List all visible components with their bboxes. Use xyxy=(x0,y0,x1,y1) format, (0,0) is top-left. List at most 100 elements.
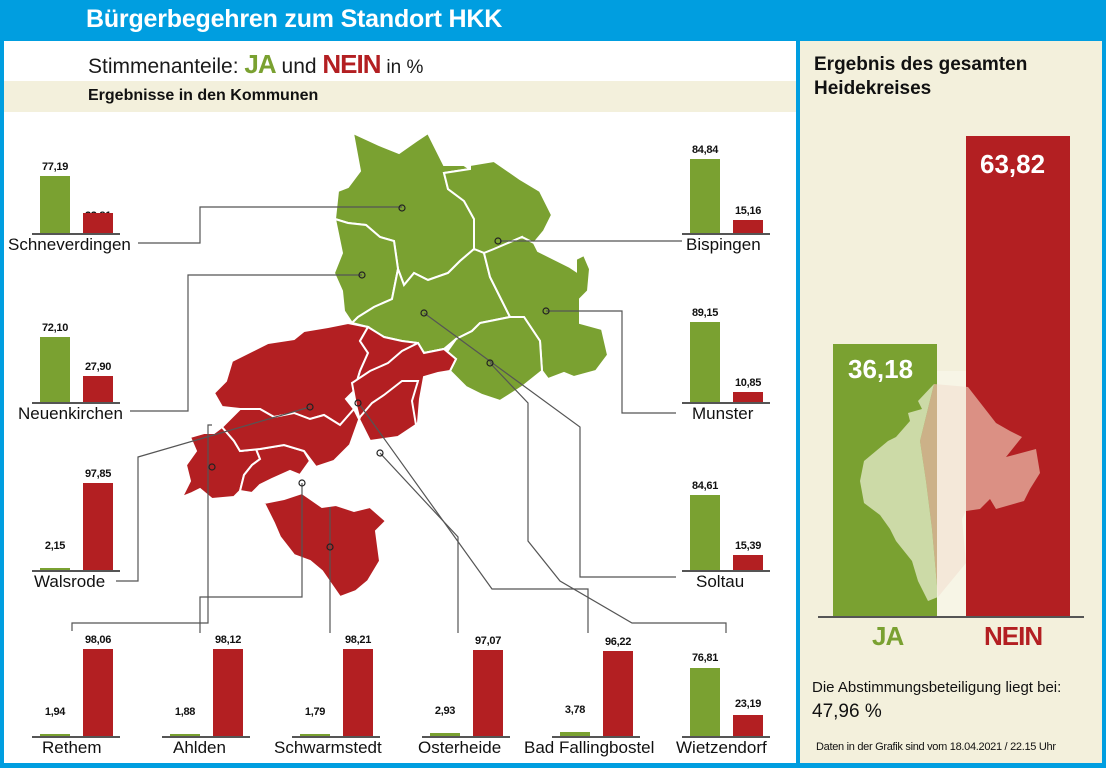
ja-bar xyxy=(690,495,720,570)
data-timestamp: Daten in der Grafik sind vom 18.04.2021 … xyxy=(816,741,1056,753)
subtitle-und: und xyxy=(281,55,317,78)
ja-bar xyxy=(300,734,330,736)
section-band: Ergebnisse in den Kommunen xyxy=(4,81,796,112)
ja-value: 72,10 xyxy=(41,322,69,334)
silhouette-ja-part xyxy=(860,384,938,601)
total-nein-label: NEIN xyxy=(984,621,1043,651)
town-label-wietzendorf: Wietzendorf xyxy=(676,738,767,757)
nein-value: 15,39 xyxy=(734,540,762,552)
leader-bad-fallingbostel xyxy=(359,404,589,633)
nein-value: 23,19 xyxy=(734,698,762,710)
ja-value: 89,15 xyxy=(691,307,719,319)
ja-value: 77,19 xyxy=(41,161,69,173)
baseline xyxy=(32,402,120,404)
town-label-neuenkirchen: Neuenkirchen xyxy=(18,404,123,423)
subtitle-prefix: Stimmenanteile: xyxy=(88,55,239,78)
town-chart-bad-fallingbostel: 3,78 96,22 xyxy=(550,616,680,738)
town-chart-ahlden: 1,88 98,12 xyxy=(160,616,290,738)
nein-bar xyxy=(733,220,763,233)
ja-value: 84,84 xyxy=(691,144,719,156)
ja-value: 84,61 xyxy=(691,480,719,492)
town-chart-osterheide: 2,93 97,07 xyxy=(420,616,550,738)
town-chart-munster: 89,15 10,85 xyxy=(680,282,810,404)
leader-osterheide xyxy=(379,452,459,633)
total-ja-label: JA xyxy=(872,621,904,651)
ja-value: 76,81 xyxy=(691,652,719,664)
ja-bar xyxy=(690,159,720,233)
municipalities-panel: Stimmenanteile: JA und NEIN in % Ergebni… xyxy=(4,41,796,763)
town-label-bad-fallingbostel: Bad Fallingbostel xyxy=(524,738,655,757)
nein-bar xyxy=(733,392,763,402)
nein-value: 15,16 xyxy=(734,205,762,217)
nein-value: 98,21 xyxy=(344,634,372,646)
leader-rethem xyxy=(71,424,212,631)
nein-value: 96,22 xyxy=(604,636,632,648)
total-nein-value: 63,82 xyxy=(980,149,1046,179)
baseline xyxy=(552,736,640,738)
total-title: Ergebnis des gesamten Heidekreises xyxy=(814,54,1028,99)
baseline xyxy=(292,736,380,738)
total-result-panel: Ergebnis des gesamten Heidekreises 36,18… xyxy=(800,41,1102,763)
ja-bar xyxy=(40,734,70,736)
nein-bar xyxy=(733,555,763,570)
ja-value: 2,93 xyxy=(434,705,456,717)
page-title: Bürgerbegehren zum Standort HKK xyxy=(86,5,503,33)
nein-value: 27,90 xyxy=(84,361,112,373)
leader-walsrode xyxy=(116,406,311,582)
nein-bar xyxy=(343,649,373,736)
ja-bar xyxy=(40,337,70,402)
map-schwarmstedt xyxy=(262,491,388,599)
town-label-ahlden: Ahlden xyxy=(173,738,226,757)
baseline xyxy=(32,233,120,235)
nein-bar xyxy=(83,376,113,402)
nein-value: 10,85 xyxy=(734,377,762,389)
leader-munster xyxy=(546,310,676,414)
leader-soltau xyxy=(423,312,676,578)
nein-bar xyxy=(83,213,113,233)
turnout-label: Die Abstimmungsbeteiligung liegt bei: xyxy=(812,679,1062,696)
town-chart-neuenkirchen: 72,10 27,90 xyxy=(30,282,160,404)
heidekreis-map xyxy=(71,131,727,633)
ja-bar xyxy=(560,732,590,736)
town-label-munster: Munster xyxy=(692,404,754,423)
ja-bar xyxy=(430,733,460,736)
leader-dots xyxy=(208,204,550,551)
leader-neuenkirchen xyxy=(130,274,362,412)
nein-value: 97,07 xyxy=(474,635,502,647)
nein-value: 98,12 xyxy=(214,634,242,646)
ja-bar xyxy=(690,668,720,736)
ja-bar xyxy=(40,568,70,570)
ja-bar xyxy=(170,734,200,736)
legend-nein: NEIN xyxy=(322,49,381,79)
turnout-value: 47,96 % xyxy=(812,701,882,722)
map-ja-region xyxy=(332,131,610,403)
town-chart-walsrode: 2,15 97,85 xyxy=(30,450,160,572)
map-walsrode xyxy=(212,321,370,427)
town-label-schneverdingen: Schneverdingen xyxy=(8,235,131,254)
baseline xyxy=(682,570,770,572)
nein-bar xyxy=(733,715,763,736)
ja-value: 3,78 xyxy=(564,704,586,716)
baseline xyxy=(32,736,120,738)
town-label-soltau: Soltau xyxy=(696,572,745,591)
ja-value: 1,94 xyxy=(44,706,66,718)
town-chart-schwarmstedt: 1,79 98,21 xyxy=(290,616,420,738)
map-red-central xyxy=(220,380,420,469)
total-nein-bar xyxy=(966,136,1070,616)
ja-value: 1,79 xyxy=(304,706,326,718)
ja-bar xyxy=(690,322,720,402)
town-chart-wietzendorf: 76,81 23,19 xyxy=(680,616,810,738)
silhouette-gap xyxy=(937,371,966,616)
town-chart-soltau: 84,61 15,39 xyxy=(680,450,810,572)
subtitle-suffix: in % xyxy=(386,57,424,78)
section-title: Ergebnisse in den Kommunen xyxy=(88,87,319,104)
nein-value: 98,06 xyxy=(84,634,112,646)
title-bar: Bürgerbegehren zum Standort HKK xyxy=(0,0,1106,40)
town-chart-schneverdingen: 77,19 22,81 xyxy=(30,113,160,235)
baseline xyxy=(162,736,250,738)
leader-lines xyxy=(71,206,727,633)
town-label-schwarmstedt: Schwarmstedt xyxy=(274,738,382,757)
nein-bar xyxy=(83,649,113,736)
leader-schneverdingen xyxy=(138,206,402,244)
